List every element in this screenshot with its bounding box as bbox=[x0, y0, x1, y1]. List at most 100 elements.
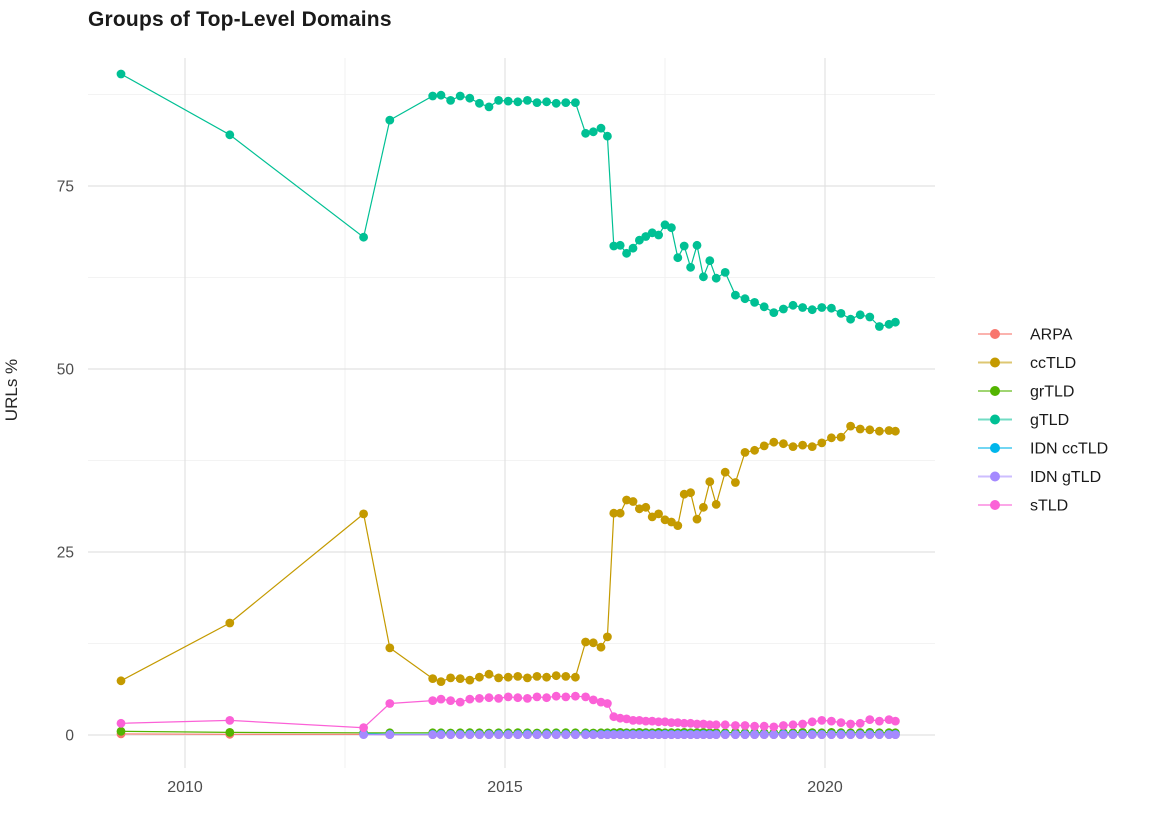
data-point bbox=[596, 642, 606, 652]
data-point bbox=[740, 448, 750, 457]
data-point bbox=[513, 730, 523, 739]
chart-title: Groups of Top-Level Domains bbox=[88, 8, 392, 31]
data-point bbox=[750, 730, 759, 739]
data-point bbox=[385, 643, 395, 653]
legend-item-idn-cctld: IDN ccTLD bbox=[978, 441, 1108, 458]
data-point bbox=[588, 730, 598, 739]
data-point bbox=[750, 445, 759, 455]
data-point bbox=[699, 502, 708, 512]
data-point bbox=[494, 673, 503, 683]
data-point bbox=[116, 676, 126, 686]
data-point bbox=[705, 256, 715, 266]
data-point bbox=[875, 322, 884, 331]
data-point bbox=[705, 720, 715, 730]
data-point bbox=[615, 730, 625, 739]
data-point bbox=[551, 671, 561, 681]
data-point bbox=[455, 91, 465, 101]
data-point bbox=[523, 694, 532, 703]
data-point bbox=[884, 730, 894, 739]
data-point bbox=[359, 723, 368, 733]
data-point bbox=[827, 730, 836, 739]
data-point bbox=[628, 497, 638, 506]
data-point bbox=[817, 438, 827, 448]
data-point bbox=[667, 517, 676, 527]
data-point bbox=[455, 674, 465, 683]
data-point bbox=[855, 424, 865, 434]
data-point bbox=[622, 730, 631, 739]
data-point bbox=[484, 730, 494, 739]
legend-key-dot bbox=[990, 357, 1000, 368]
data-point bbox=[116, 726, 126, 736]
data-point bbox=[359, 232, 368, 242]
data-point bbox=[542, 730, 551, 739]
data-point bbox=[225, 716, 235, 725]
data-point bbox=[720, 467, 730, 477]
data-point bbox=[428, 730, 438, 739]
data-point bbox=[750, 298, 759, 307]
data-point bbox=[673, 718, 683, 727]
data-point bbox=[807, 305, 817, 315]
data-point bbox=[875, 716, 884, 726]
data-point bbox=[503, 96, 513, 106]
data-point bbox=[225, 728, 235, 737]
data-point bbox=[679, 718, 689, 728]
data-point bbox=[359, 509, 368, 519]
data-point bbox=[759, 730, 769, 739]
axis-labels: 0 25 50 75 2010 2015 2020 bbox=[57, 179, 843, 797]
data-point bbox=[465, 93, 475, 103]
data-point bbox=[532, 98, 542, 107]
data-point bbox=[865, 312, 875, 322]
data-point bbox=[705, 730, 715, 739]
data-point bbox=[494, 694, 503, 703]
data-point bbox=[561, 730, 571, 739]
data-point bbox=[581, 128, 590, 138]
data-point bbox=[884, 426, 894, 435]
data-point bbox=[581, 730, 590, 739]
data-point bbox=[446, 96, 455, 105]
data-point bbox=[699, 272, 708, 282]
data-point bbox=[720, 730, 730, 739]
data-point bbox=[561, 672, 571, 681]
data-point bbox=[692, 514, 702, 524]
legend-key-dot bbox=[990, 386, 1000, 396]
data-point bbox=[788, 300, 798, 310]
data-point bbox=[116, 69, 126, 79]
data-point bbox=[699, 730, 708, 739]
data-point bbox=[446, 696, 455, 705]
data-point bbox=[699, 719, 708, 729]
data-point bbox=[581, 637, 590, 647]
data-point bbox=[542, 672, 551, 682]
data-point bbox=[836, 309, 846, 318]
data-point bbox=[692, 719, 702, 729]
data-point bbox=[603, 632, 612, 642]
data-point bbox=[731, 290, 740, 300]
data-point bbox=[827, 716, 836, 726]
data-point bbox=[615, 508, 625, 518]
data-point bbox=[673, 253, 683, 263]
data-point bbox=[817, 716, 827, 725]
data-point bbox=[865, 425, 875, 435]
legend: ARPA ccTLD grTLD gTLD IDN ccTLD IDN gTLD sTLD bbox=[978, 327, 1108, 515]
data-point bbox=[891, 426, 900, 436]
data-point bbox=[798, 730, 807, 739]
data-point bbox=[788, 730, 798, 739]
data-point bbox=[769, 308, 779, 317]
data-point bbox=[667, 223, 676, 233]
data-point bbox=[596, 730, 606, 739]
data-point bbox=[647, 716, 657, 726]
data-point bbox=[667, 730, 676, 739]
data-point bbox=[484, 102, 494, 112]
data-point bbox=[596, 123, 606, 133]
data-point bbox=[551, 98, 561, 108]
data-point bbox=[720, 268, 730, 277]
data-point bbox=[740, 294, 750, 304]
data-point bbox=[827, 433, 836, 443]
data-point bbox=[465, 730, 475, 739]
legend-label: sTLD bbox=[1030, 498, 1068, 515]
data-point bbox=[731, 730, 740, 739]
data-point bbox=[532, 692, 542, 702]
data-point bbox=[673, 521, 683, 530]
data-point bbox=[635, 730, 644, 739]
series-lines bbox=[120, 73, 896, 736]
